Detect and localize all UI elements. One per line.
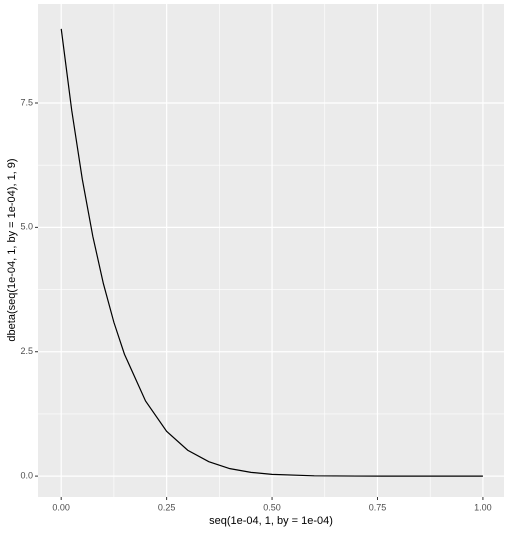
y-tick-label: 2.5	[20, 346, 33, 356]
y-tick-label: 5.0	[20, 222, 33, 232]
panel	[38, 4, 504, 497]
y-axis-title: dbeta(seq(1e-04, 1, by = 1e-04), 1, 9)	[6, 158, 18, 341]
x-tick-label: 0.75	[369, 502, 387, 512]
x-tick-label: 1.00	[474, 502, 492, 512]
line	[60, 28, 483, 477]
x-tick-label: 0.50	[263, 502, 281, 512]
x-axis-title: seq(1e-04, 1, by = 1e-04)	[209, 515, 333, 527]
x-tick-label: 0.25	[158, 502, 176, 512]
y-tick-label: 0.0	[20, 470, 33, 480]
y-tick-label: 7.5	[20, 97, 33, 107]
x-tick-label: 0.00	[52, 502, 70, 512]
